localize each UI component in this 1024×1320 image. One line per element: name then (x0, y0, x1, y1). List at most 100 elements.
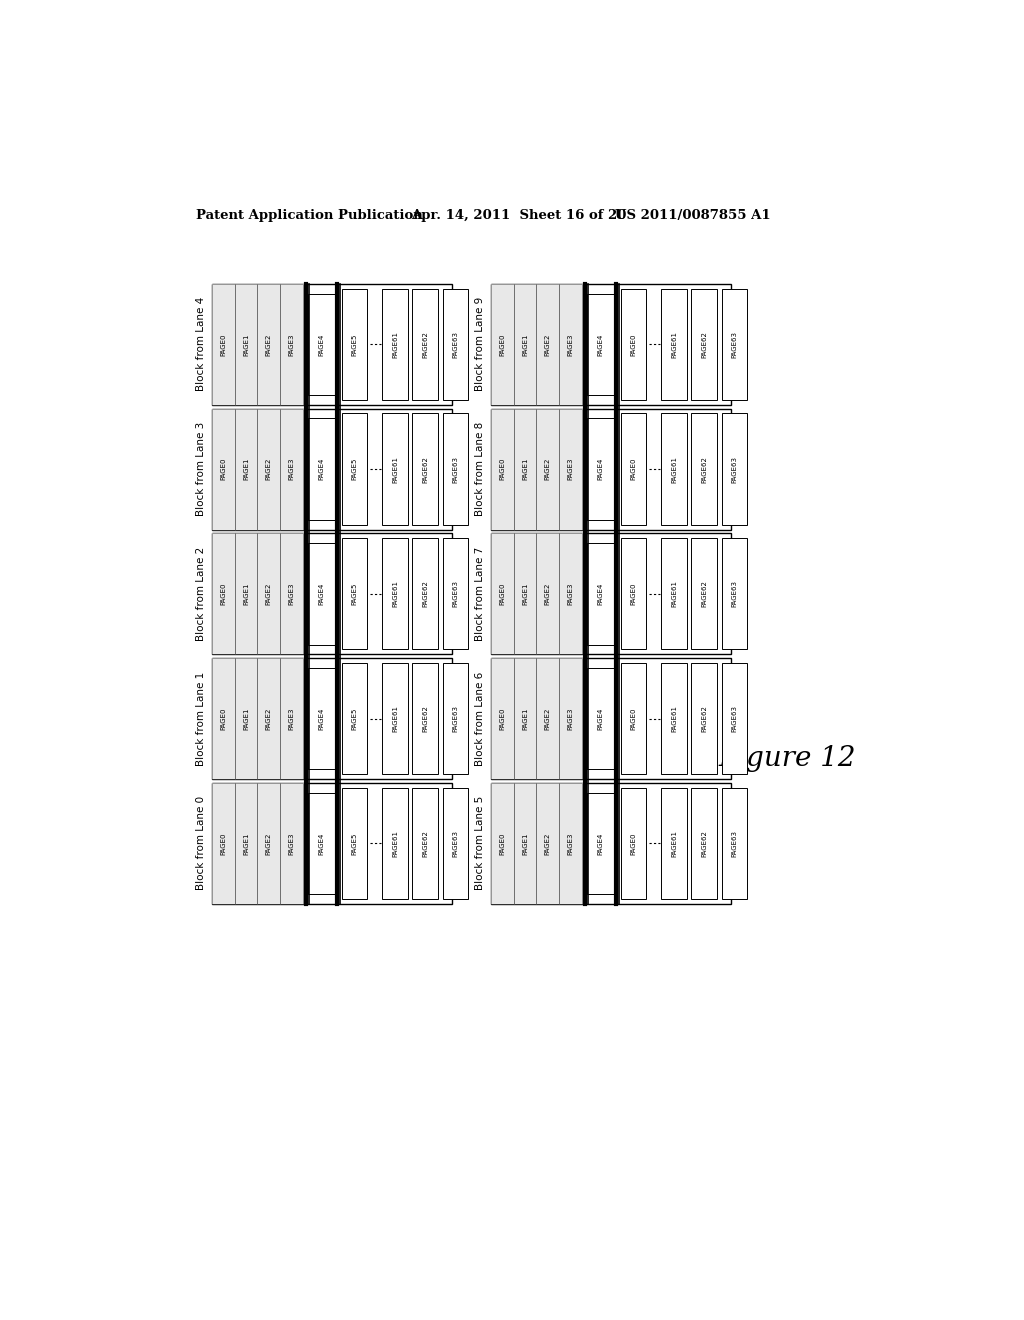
Text: PAGE63: PAGE63 (453, 455, 459, 483)
Bar (281, 284, 303, 405)
Text: PAGE2: PAGE2 (266, 832, 271, 854)
Text: PAGE63: PAGE63 (453, 581, 459, 607)
Text: PAGE0: PAGE0 (220, 458, 226, 480)
Text: Block from Lane 9: Block from Lane 9 (475, 297, 484, 392)
Text: PAGE1: PAGE1 (243, 832, 249, 854)
Bar (442, 539, 468, 649)
Bar (234, 409, 257, 529)
Bar (559, 284, 583, 405)
Text: PAGE61: PAGE61 (392, 581, 398, 607)
Text: PAGE62: PAGE62 (701, 581, 708, 607)
Text: PAGE0: PAGE0 (499, 582, 505, 605)
Bar (281, 409, 303, 529)
Bar (382, 413, 408, 525)
Bar (212, 533, 452, 655)
Bar (212, 409, 452, 529)
Text: PAGE63: PAGE63 (453, 830, 459, 857)
Bar (382, 539, 408, 649)
Text: PAGE3: PAGE3 (567, 708, 573, 730)
Text: PAGE1: PAGE1 (243, 458, 249, 480)
Bar (257, 783, 281, 904)
Bar (490, 783, 731, 904)
Text: PAGE0: PAGE0 (631, 458, 636, 480)
Bar (722, 788, 748, 899)
Text: PAGE2: PAGE2 (266, 708, 271, 730)
Bar (514, 659, 537, 779)
Text: PAGE61: PAGE61 (392, 331, 398, 358)
Bar (514, 409, 537, 529)
Bar (691, 788, 717, 899)
Text: PAGE4: PAGE4 (598, 458, 604, 480)
Bar (308, 418, 336, 520)
Bar (281, 783, 303, 904)
Bar (212, 533, 234, 655)
Bar (303, 284, 306, 405)
Bar (281, 284, 303, 405)
Bar (621, 413, 646, 525)
Bar (212, 659, 452, 779)
Bar (257, 409, 281, 529)
Bar (691, 663, 717, 775)
Bar (559, 409, 583, 529)
Text: PAGE1: PAGE1 (522, 708, 528, 730)
Bar (281, 783, 303, 904)
Bar (281, 659, 303, 779)
Bar (308, 293, 336, 395)
Text: Block from Lane 3: Block from Lane 3 (196, 422, 206, 516)
Bar (303, 659, 306, 779)
Bar (413, 663, 438, 775)
Bar (514, 783, 537, 904)
Bar (490, 533, 514, 655)
Bar (490, 783, 514, 904)
Bar (514, 409, 537, 529)
Bar (537, 409, 559, 529)
Bar (303, 409, 306, 529)
Bar (442, 289, 468, 400)
Text: PAGE2: PAGE2 (545, 832, 551, 854)
Text: PAGE1: PAGE1 (522, 832, 528, 854)
Text: PAGE63: PAGE63 (731, 581, 737, 607)
Text: PAGE2: PAGE2 (266, 458, 271, 480)
Bar (662, 788, 687, 899)
Text: Patent Application Publication: Patent Application Publication (197, 209, 423, 222)
Bar (722, 663, 748, 775)
Text: PAGE3: PAGE3 (567, 582, 573, 605)
Bar (308, 792, 336, 894)
Bar (234, 659, 257, 779)
Text: PAGE61: PAGE61 (671, 830, 677, 857)
Bar (281, 409, 303, 529)
Text: PAGE1: PAGE1 (243, 333, 249, 355)
Bar (257, 284, 281, 405)
Bar (382, 289, 408, 400)
Text: PAGE4: PAGE4 (598, 832, 604, 854)
Bar (212, 409, 234, 529)
Text: PAGE63: PAGE63 (731, 331, 737, 358)
Text: PAGE63: PAGE63 (453, 331, 459, 358)
Bar (212, 783, 452, 904)
Bar (342, 788, 367, 899)
Bar (490, 659, 514, 779)
Bar (583, 659, 586, 779)
Bar (281, 659, 303, 779)
Bar (413, 289, 438, 400)
Bar (442, 663, 468, 775)
Text: PAGE3: PAGE3 (289, 708, 295, 730)
Bar (212, 533, 234, 655)
Text: PAGE62: PAGE62 (422, 455, 428, 483)
Text: PAGE61: PAGE61 (671, 581, 677, 607)
Bar (490, 659, 731, 779)
Bar (490, 284, 514, 405)
Text: PAGE4: PAGE4 (318, 832, 325, 854)
Bar (234, 284, 257, 405)
Bar (490, 409, 731, 529)
Bar (583, 409, 586, 529)
Text: PAGE1: PAGE1 (522, 333, 528, 355)
Bar (342, 289, 367, 400)
Bar (621, 663, 646, 775)
Text: PAGE4: PAGE4 (598, 708, 604, 730)
Text: PAGE0: PAGE0 (631, 832, 636, 854)
Text: PAGE1: PAGE1 (522, 458, 528, 480)
Bar (583, 533, 586, 655)
Text: PAGE62: PAGE62 (422, 581, 428, 607)
Bar (722, 289, 748, 400)
